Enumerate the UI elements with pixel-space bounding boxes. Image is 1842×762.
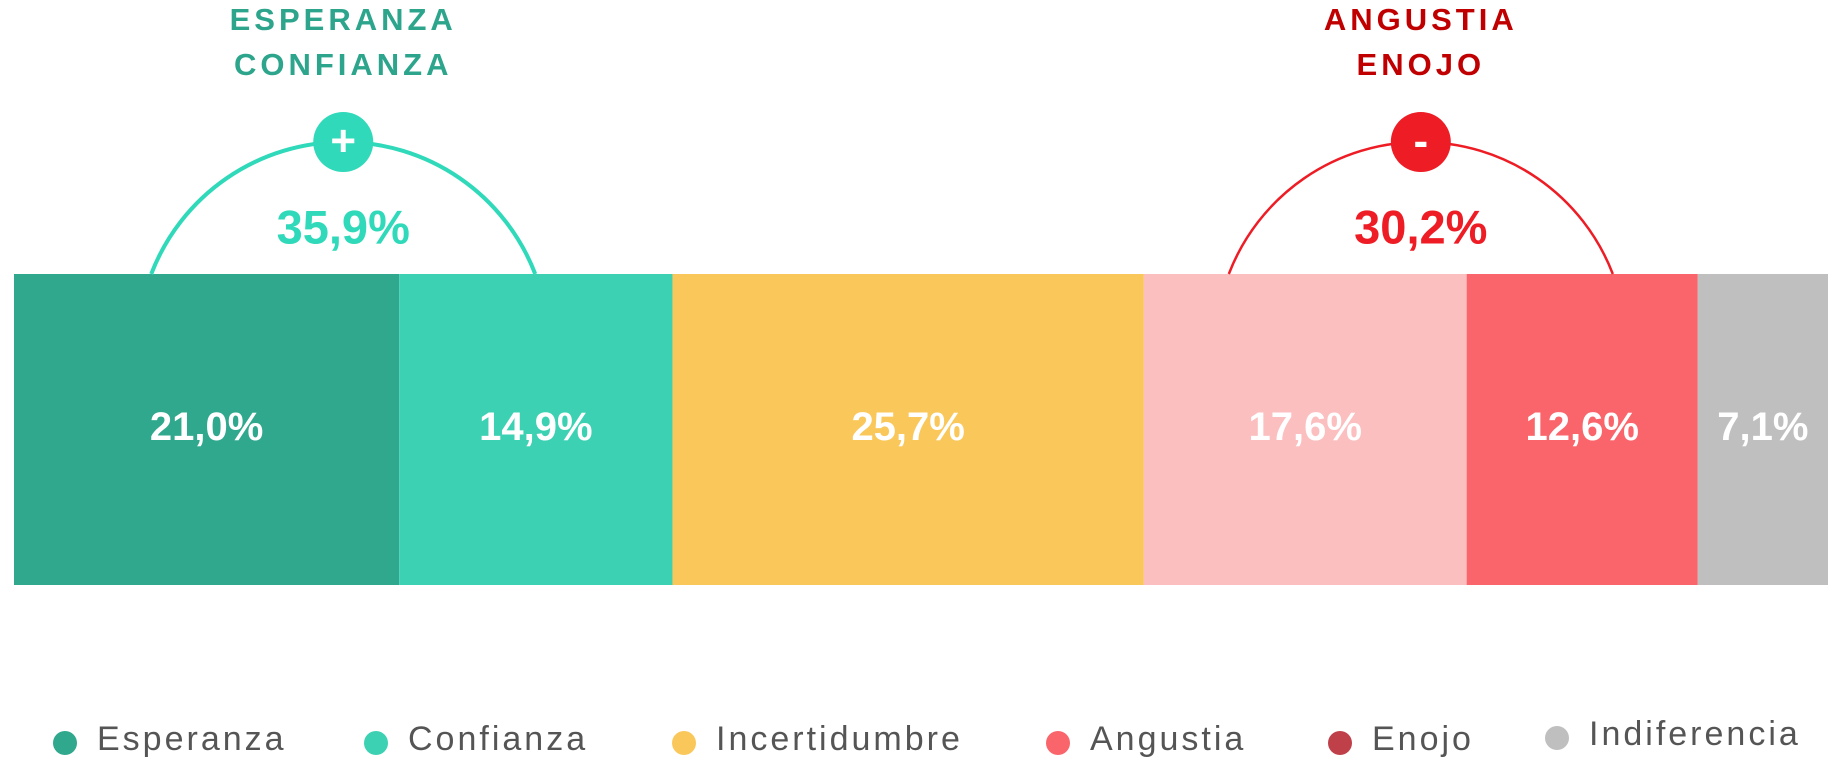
group-symbol: - <box>1413 117 1428 166</box>
segment-label: 17,6% <box>1249 405 1362 449</box>
legend-swatch <box>1328 731 1352 755</box>
legend-label: Angustia <box>1090 720 1246 758</box>
group-value: 30,2% <box>1354 200 1487 253</box>
segment-label: 14,9% <box>479 405 592 449</box>
bar-segment <box>672 274 1144 585</box>
segment-label: 7,1% <box>1717 405 1808 449</box>
legend-swatch <box>1046 731 1070 755</box>
bar-segment <box>1697 274 1828 585</box>
legend-label: Incertidumbre <box>716 720 963 758</box>
group-title: ESPERANZA <box>230 2 457 37</box>
legend-label: Confianza <box>408 720 588 758</box>
legend-label: Enojo <box>1372 720 1474 758</box>
legend-label: Indiferencia <box>1589 715 1801 753</box>
legend-swatch <box>1545 726 1569 750</box>
legend-swatch <box>364 731 388 755</box>
group-title: ENOJO <box>1357 47 1486 82</box>
segment-label: 25,7% <box>851 405 964 449</box>
segment-label: 21,0% <box>150 405 263 449</box>
bar-segment <box>399 274 673 585</box>
group-badge <box>1390 112 1451 172</box>
legend-swatch <box>672 731 696 755</box>
legend-swatch <box>53 731 77 755</box>
group-title: CONFIANZA <box>234 47 453 82</box>
group-title: ANGUSTIA <box>1324 2 1518 37</box>
group-value: 35,9% <box>277 200 410 253</box>
bar-segment <box>14 274 400 585</box>
legend-label: Esperanza <box>97 720 287 758</box>
group-badge <box>313 112 374 172</box>
group-symbol: + <box>330 117 356 166</box>
bar-segment <box>1466 274 1698 585</box>
segment-label: 12,6% <box>1526 405 1639 449</box>
bar-segment <box>1143 274 1467 585</box>
